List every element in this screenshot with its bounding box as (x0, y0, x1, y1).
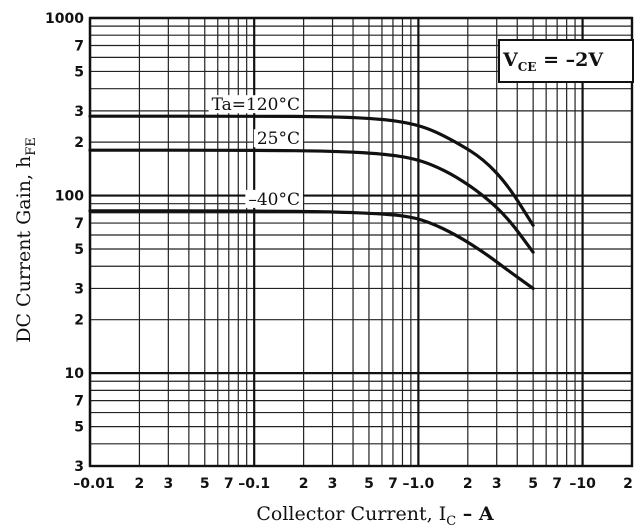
x-tick-label: 2 (623, 476, 633, 492)
series-label-backing (253, 129, 303, 148)
vce-annotation-box (498, 39, 634, 83)
x-tick-label: 2 (463, 476, 473, 492)
x-tick-label: 5 (364, 476, 374, 492)
series-lines (88, 114, 535, 290)
y-tick-label: 2 (74, 313, 84, 329)
y-axis-title: DC Current Gain, hFE (13, 137, 39, 343)
y-tick-label: 5 (74, 420, 84, 436)
series-label-2: –40°C (248, 190, 300, 210)
grid-major (88, 16, 634, 468)
series-line-1 (88, 148, 535, 254)
series-labels: Ta=120°C 25°C –40°C (208, 95, 303, 210)
vce-annotation: VCE = –2V (502, 49, 604, 74)
series-label-backing (208, 95, 303, 114)
y-tick-label: 5 (74, 64, 84, 80)
x-tick-label: –10 (569, 476, 596, 492)
y-tick-labels: 3 5 7 10 2 3 5 7 100 2 3 5 7 1000 (45, 11, 84, 475)
series-label-1: 25°C (257, 129, 300, 149)
x-tick-label: –0.1 (238, 476, 270, 492)
x-axis-title: Collector Current, IC – A (256, 503, 494, 529)
series-label-backing (245, 189, 303, 208)
x-tick-label: 2 (135, 476, 145, 492)
x-tick-label: 2 (299, 476, 309, 492)
y-tick-label: 1000 (45, 11, 84, 27)
series-line-0 (88, 114, 535, 227)
x-tick-label: 3 (163, 476, 173, 492)
x-tick-label: –0.01 (73, 476, 115, 492)
x-tick-label: 5 (528, 476, 538, 492)
plot-frame (88, 16, 634, 468)
y-tick-label: 3 (74, 459, 84, 475)
y-tick-label: 10 (65, 366, 85, 382)
series-line-2 (88, 209, 535, 290)
x-tick-labels: –0.01 2 3 5 7 –0.1 2 3 5 7 –1.0 2 3 5 7 –10 2 (73, 476, 633, 492)
x-tick-label: 5 (200, 476, 210, 492)
x-tick-label: 3 (492, 476, 502, 492)
y-tick-label: 2 (74, 135, 84, 151)
x-tick-label: –1.0 (402, 476, 434, 492)
y-tick-label: 7 (74, 394, 84, 410)
x-tick-label: 7 (388, 476, 398, 492)
y-tick-label: 5 (74, 242, 84, 258)
y-tick-label: 7 (74, 39, 84, 55)
y-tick-label: 3 (74, 281, 84, 297)
y-tick-label: 7 (74, 216, 84, 232)
y-tick-label: 3 (74, 104, 84, 120)
series-label-0: Ta=120°C (212, 95, 300, 115)
x-tick-label: 7 (552, 476, 562, 492)
y-tick-label: 100 (55, 189, 84, 205)
x-tick-label: 7 (224, 476, 234, 492)
x-tick-label: 3 (328, 476, 338, 492)
